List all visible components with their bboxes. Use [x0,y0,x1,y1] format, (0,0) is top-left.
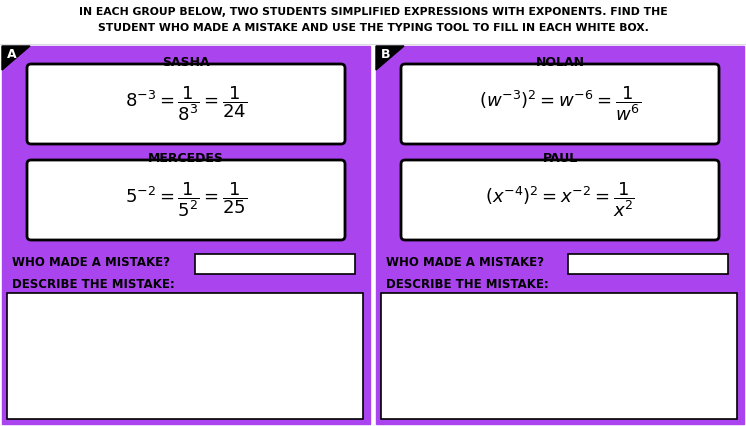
Bar [568,254,728,274]
Bar [381,293,737,419]
Text: MERCEDES: MERCEDES [148,152,224,164]
Bar [0,0,746,44]
Text: $(x^{-4})^2 = x^{-2} = \dfrac{1}{x^2}$: $(x^{-4})^2 = x^{-2} = \dfrac{1}{x^2}$ [485,181,635,219]
Text: $5^{-2} = \dfrac{1}{5^2} = \dfrac{1}{25}$: $5^{-2} = \dfrac{1}{5^2} = \dfrac{1}{25}… [125,181,247,219]
Text: $8^{-3} = \dfrac{1}{8^3} = \dfrac{1}{24}$: $8^{-3} = \dfrac{1}{8^3} = \dfrac{1}{24}… [125,85,247,124]
Text: WHO MADE A MISTAKE?: WHO MADE A MISTAKE? [386,256,544,270]
Text: DESCRIBE THE MISTAKE:: DESCRIBE THE MISTAKE: [386,279,549,291]
Bar [195,254,355,274]
FancyBboxPatch shape [401,160,719,240]
Text: B: B [381,48,390,60]
Polygon shape [2,46,30,70]
Text: A: A [7,48,16,60]
Text: SASHA: SASHA [162,55,210,69]
Bar [376,46,744,424]
FancyBboxPatch shape [27,160,345,240]
Text: PAUL: PAUL [542,152,577,164]
Text: $(w^{-3})^2 = w^{-6} = \dfrac{1}{w^6}$: $(w^{-3})^2 = w^{-6} = \dfrac{1}{w^6}$ [479,85,641,124]
FancyBboxPatch shape [401,64,719,144]
Text: NOLAN: NOLAN [536,55,585,69]
Text: IN EACH GROUP BELOW, TWO STUDENTS SIMPLIFIED EXPRESSIONS WITH EXPONENTS. FIND TH: IN EACH GROUP BELOW, TWO STUDENTS SIMPLI… [78,7,668,17]
Bar [7,293,363,419]
Bar [2,46,370,424]
Text: STUDENT WHO MADE A MISTAKE AND USE THE TYPING TOOL TO FILL IN EACH WHITE BOX.: STUDENT WHO MADE A MISTAKE AND USE THE T… [98,23,648,33]
Text: DESCRIBE THE MISTAKE:: DESCRIBE THE MISTAKE: [12,279,175,291]
Text: WHO MADE A MISTAKE?: WHO MADE A MISTAKE? [12,256,170,270]
FancyBboxPatch shape [27,64,345,144]
Polygon shape [376,46,404,70]
